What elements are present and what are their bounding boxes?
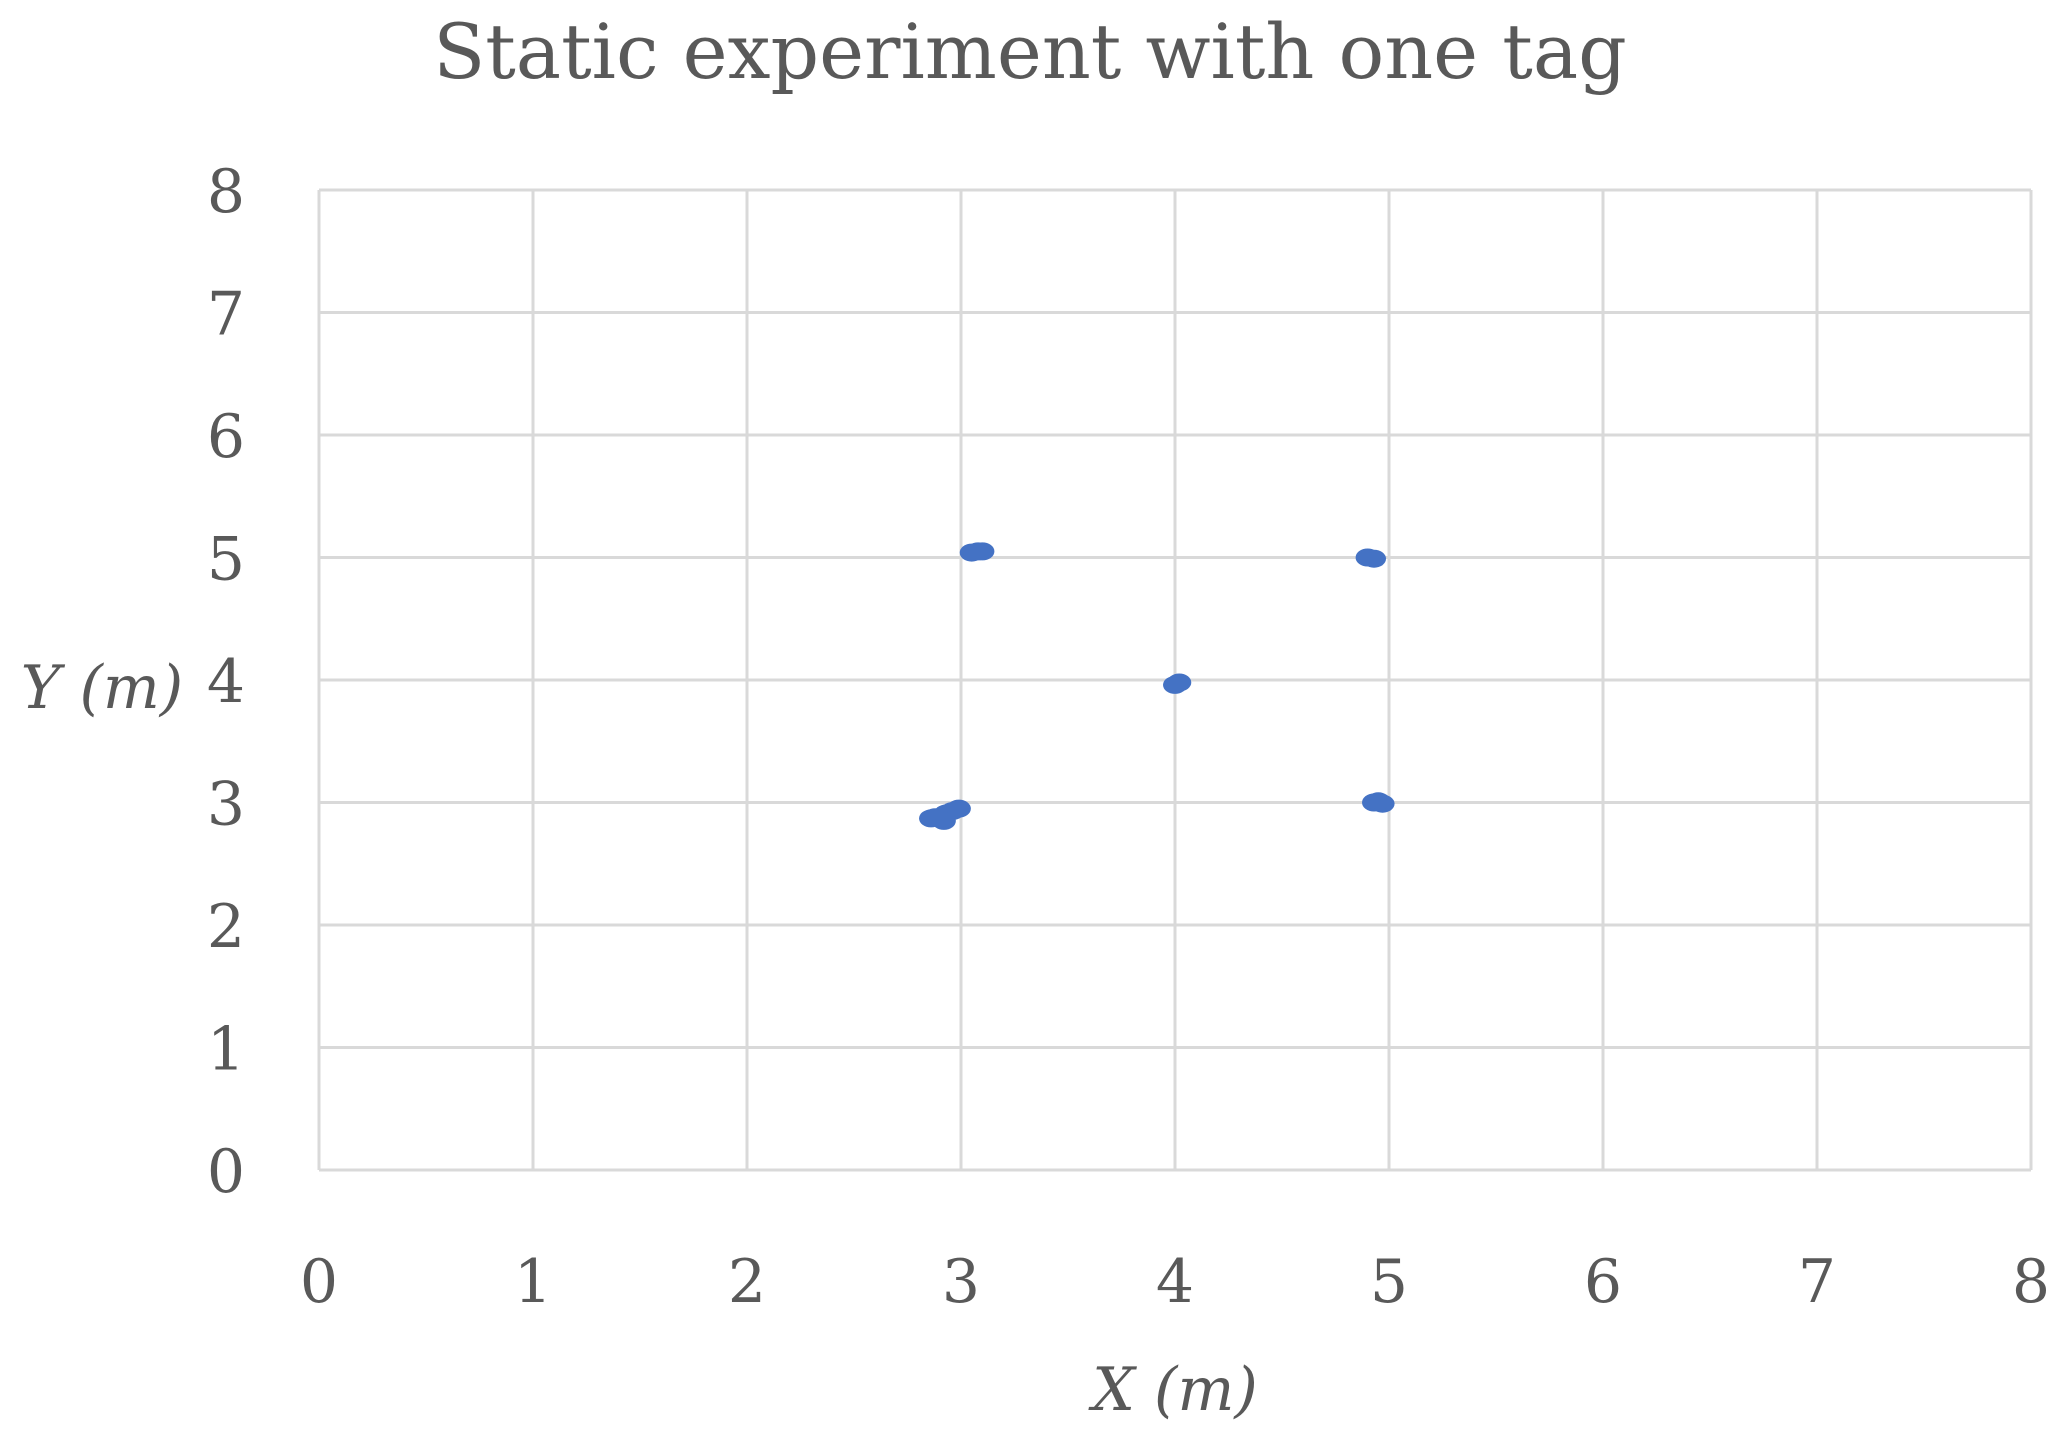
y-tick-label-6: 6 — [207, 402, 245, 472]
x-tick-label-3: 3 — [942, 1247, 980, 1317]
y-tick-label-7: 7 — [207, 280, 245, 350]
y-tick-label-3: 3 — [207, 770, 245, 840]
y-tick-label-8: 8 — [207, 157, 245, 227]
y-axis-title: Y (m) — [21, 653, 183, 723]
x-axis-title: X (m) — [1088, 1355, 1258, 1425]
x-tick-label-0: 0 — [300, 1247, 338, 1317]
data-point-0-6 — [1167, 673, 1192, 692]
y-tick-label-5: 5 — [207, 525, 245, 595]
x-tick-label-1: 1 — [514, 1247, 552, 1317]
y-tick-label-2: 2 — [207, 892, 245, 962]
x-tick-label-4: 4 — [1156, 1247, 1194, 1317]
y-tick-label-0: 0 — [207, 1137, 245, 1207]
x-tick-label-5: 5 — [1370, 1247, 1408, 1317]
x-tick-label-7: 7 — [1798, 1247, 1836, 1317]
y-tick-label-1: 1 — [207, 1015, 245, 1085]
chart-title: Static experiment with one tag — [433, 7, 1627, 96]
data-point-0-4 — [1362, 549, 1387, 568]
data-point-0-16 — [1366, 792, 1391, 811]
x-tick-label-8: 8 — [2012, 1247, 2050, 1317]
y-tick-label-4: 4 — [207, 647, 245, 717]
point-layer — [919, 542, 1395, 830]
data-point-0-13 — [919, 809, 944, 828]
tick-label-layer: 0 1 2 3 4 5 6 7 8 0 1 2 3 4 5 6 7 8 — [207, 157, 2050, 1317]
data-point-0-11 — [946, 799, 971, 818]
x-tick-label-6: 6 — [1584, 1247, 1622, 1317]
x-tick-label-2: 2 — [728, 1247, 766, 1317]
data-point-0-2 — [970, 542, 995, 561]
